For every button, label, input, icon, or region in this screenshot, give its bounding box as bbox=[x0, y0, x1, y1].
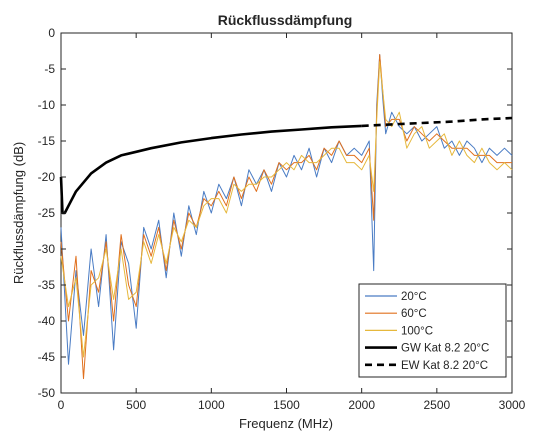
y-tick-label: -40 bbox=[38, 314, 56, 328]
y-tick-label: -35 bbox=[38, 278, 56, 292]
x-tick-label: 2000 bbox=[348, 398, 375, 412]
y-axis-label: Rückflussdämpfung (dB) bbox=[11, 142, 26, 284]
x-tick-label: 0 bbox=[58, 398, 65, 412]
axis-layer: 0 500 1000 1500 2000 2500 3000 0 -5 -10 -15 -20 -25 -… bbox=[38, 26, 526, 412]
y-tick-label: -25 bbox=[38, 206, 56, 220]
legend-label-4: EW Kat 8.2 20°C bbox=[401, 360, 488, 372]
legend-label-2: 100°C bbox=[401, 325, 433, 337]
legend-label-3: GW Kat 8.2 20°C bbox=[401, 343, 489, 355]
y-tick-label: -50 bbox=[38, 386, 56, 400]
y-tick-label: -30 bbox=[38, 242, 56, 256]
series-layer bbox=[59, 54, 513, 380]
y-tick-label: -10 bbox=[38, 98, 56, 112]
x-tick-label: 500 bbox=[126, 398, 146, 412]
x-axis-label: Frequenz (MHz) bbox=[239, 416, 333, 431]
y-tick-label: -5 bbox=[44, 62, 55, 76]
legend: 20°C 60°C 100°C GW Kat 8.2 20°C EW Kat 8.2 2… bbox=[358, 283, 507, 378]
series-line-2 bbox=[60, 61, 513, 358]
series-line-4 bbox=[361, 116, 513, 128]
y-tick-label: -15 bbox=[38, 134, 56, 148]
legend-label-0: 20°C bbox=[401, 291, 427, 303]
x-tick-label: 1500 bbox=[273, 398, 300, 412]
x-tick-label: 2500 bbox=[423, 398, 450, 412]
y-tick-label: 0 bbox=[48, 26, 55, 40]
x-tick-label: 1000 bbox=[198, 398, 225, 412]
y-tick-label: -45 bbox=[38, 350, 56, 364]
y-tick-label: -20 bbox=[38, 170, 56, 184]
series-line-3 bbox=[59, 124, 362, 215]
x-tick-label: 3000 bbox=[499, 398, 526, 412]
legend-label-1: 60°C bbox=[401, 308, 427, 320]
chart-title: Rückflussdämpfung bbox=[218, 12, 353, 28]
